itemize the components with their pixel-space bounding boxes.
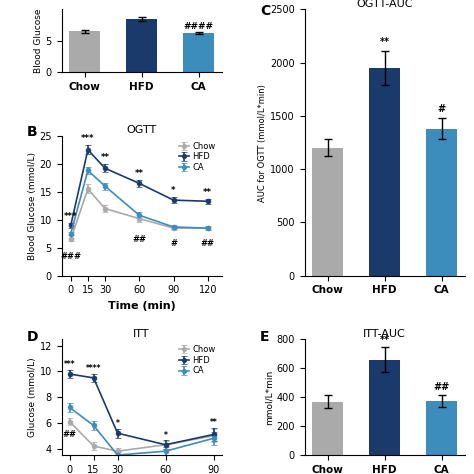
- Text: C: C: [260, 4, 270, 18]
- Text: **: **: [380, 335, 390, 345]
- Bar: [183, 33, 214, 72]
- Text: *: *: [116, 419, 119, 428]
- Text: **: **: [135, 169, 144, 178]
- Text: ###: ###: [60, 252, 81, 261]
- Y-axis label: Blood Glucose (mmol/L): Blood Glucose (mmol/L): [27, 152, 36, 260]
- X-axis label: Time (min): Time (min): [108, 301, 175, 311]
- Text: B: B: [27, 125, 37, 138]
- Title: OGTT: OGTT: [127, 125, 157, 135]
- Text: ##: ##: [201, 239, 215, 248]
- Text: ##: ##: [433, 383, 450, 392]
- Bar: [426, 401, 457, 455]
- Text: E: E: [260, 330, 269, 344]
- Y-axis label: Glucose (mmol/L): Glucose (mmol/L): [28, 357, 37, 437]
- Text: **: **: [380, 37, 390, 47]
- Legend: Chow, HFD, CA: Chow, HFD, CA: [177, 344, 218, 377]
- Bar: [69, 31, 100, 72]
- Text: **: **: [210, 419, 218, 428]
- Bar: [126, 19, 157, 72]
- Text: *: *: [164, 430, 167, 439]
- Bar: [369, 360, 400, 455]
- Text: ***: ***: [64, 212, 78, 221]
- Text: ####: ####: [183, 22, 214, 31]
- Text: ***: ***: [81, 134, 95, 143]
- Bar: [369, 68, 400, 276]
- Text: **: **: [203, 188, 212, 197]
- Text: ##: ##: [132, 235, 146, 244]
- Title: OGTT-AUC: OGTT-AUC: [356, 0, 413, 9]
- Text: #: #: [438, 104, 446, 114]
- Bar: [426, 129, 457, 276]
- Title: ITT: ITT: [133, 328, 150, 338]
- Text: #: #: [170, 239, 177, 248]
- Text: **: **: [100, 153, 109, 162]
- Y-axis label: Blood Glucose: Blood Glucose: [34, 9, 43, 73]
- Y-axis label: AUC for OGTT (mmol/L*min): AUC for OGTT (mmol/L*min): [258, 83, 267, 201]
- Text: ***: ***: [64, 360, 75, 369]
- Bar: [312, 148, 343, 276]
- Text: ****: ****: [86, 364, 101, 373]
- Text: *: *: [171, 186, 176, 195]
- Legend: Chow, HFD, CA: Chow, HFD, CA: [177, 140, 218, 173]
- Bar: [312, 401, 343, 455]
- Text: D: D: [27, 330, 38, 344]
- Text: ##: ##: [63, 430, 77, 439]
- Title: ITT-AUC: ITT-AUC: [363, 328, 406, 338]
- Y-axis label: mmol/L*min: mmol/L*min: [264, 370, 273, 425]
